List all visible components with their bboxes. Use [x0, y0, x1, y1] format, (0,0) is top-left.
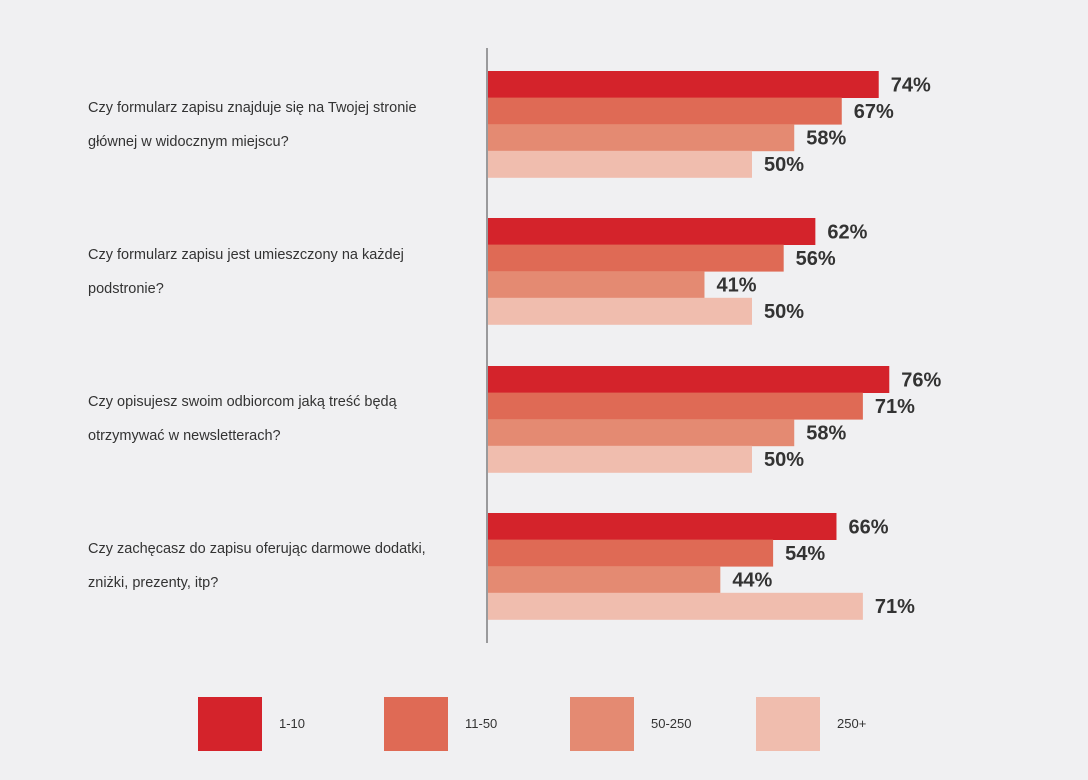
- legend-label: 250+: [837, 716, 867, 731]
- category-label-line: podstronie?: [88, 281, 164, 297]
- legend-label: 50-250: [651, 716, 692, 731]
- data-label-q1-1-10: 74%: [891, 74, 931, 96]
- category-label-q4: Czy zachęcasz do zapisu oferując darmowe…: [88, 532, 468, 600]
- bar-q3-11-50: [488, 392, 863, 420]
- bar-q2-250+: [488, 297, 752, 325]
- bar-q4-250+: [488, 592, 863, 620]
- data-label-q1-250+: 50%: [764, 154, 804, 176]
- bar-q3-50-250: [488, 419, 795, 447]
- bar-q4-11-50: [488, 539, 774, 567]
- legend-swatch: [384, 697, 448, 751]
- bar-q1-250+: [488, 150, 752, 178]
- category-label-line: Czy formularz zapisu jest umieszczony na…: [88, 247, 404, 263]
- bar-q2-11-50: [488, 244, 784, 272]
- bar-q1-11-50: [488, 97, 842, 125]
- data-label-q3-250+: 50%: [764, 449, 804, 471]
- data-label-q3-1-10: 76%: [901, 369, 941, 391]
- category-label-q3: Czy opisujesz swoim odbiorcom jaką treść…: [88, 385, 468, 453]
- legend-swatch: [198, 697, 262, 751]
- legend-label: 11-50: [465, 716, 498, 731]
- bar-q2-50-250: [488, 271, 705, 299]
- data-label-q3-50-250: 58%: [806, 423, 846, 445]
- data-label-q2-50-250: 41%: [716, 275, 756, 297]
- bar-q2-1-10: [488, 218, 816, 245]
- bar-q3-250+: [488, 445, 752, 473]
- bar-q4-1-10: [488, 513, 837, 540]
- category-label-line: otrzymywać w newsletterach?: [88, 428, 281, 444]
- bar-q4-50-250: [488, 566, 721, 594]
- legend-label: 1-10: [279, 716, 306, 731]
- legend-swatch: [570, 697, 634, 751]
- data-label-q3-11-50: 71%: [875, 396, 915, 418]
- chart-legend: 1-10 11-50 50-250 250+: [0, 697, 1088, 751]
- data-label-q2-1-10: 62%: [827, 221, 867, 243]
- category-label-q2: Czy formularz zapisu jest umieszczony na…: [88, 238, 468, 306]
- category-label-line: zniżki, prezenty, itp?: [88, 575, 219, 591]
- data-label-q2-11-50: 56%: [796, 248, 836, 270]
- data-label-q4-11-50: 54%: [785, 543, 825, 565]
- category-label-line: Czy opisujesz swoim odbiorcom jaką treść…: [88, 394, 397, 410]
- category-label-line: Czy zachęcasz do zapisu oferując darmowe…: [88, 541, 426, 557]
- legend-swatch: [756, 697, 820, 751]
- data-label-q4-250+: 71%: [875, 596, 915, 618]
- data-label-q1-11-50: 67%: [854, 101, 894, 123]
- bar-q3-1-10: [488, 366, 890, 393]
- category-label-q1: Czy formularz zapisu znajduje się na Two…: [88, 91, 468, 159]
- category-label-line: głównej w widocznym miejscu?: [88, 134, 289, 150]
- data-label-q4-50-250: 44%: [732, 570, 772, 592]
- bar-q1-50-250: [488, 124, 795, 152]
- data-label-q2-250+: 50%: [764, 301, 804, 323]
- category-label-line: Czy formularz zapisu znajduje się na Two…: [88, 100, 417, 116]
- data-label-q4-1-10: 66%: [848, 516, 888, 538]
- bar-q1-1-10: [488, 71, 879, 98]
- data-label-q1-50-250: 58%: [806, 128, 846, 150]
